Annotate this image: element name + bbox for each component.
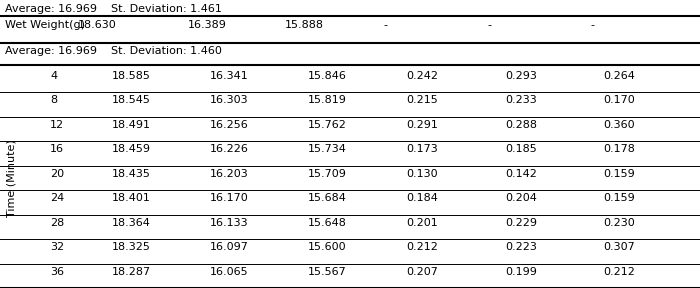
Text: 24: 24: [50, 193, 64, 203]
Text: 0.212: 0.212: [603, 267, 635, 276]
Text: Wet Weight(g): Wet Weight(g): [5, 20, 85, 30]
Text: 0.223: 0.223: [505, 242, 537, 252]
Text: 15.846: 15.846: [308, 71, 347, 81]
Text: 4: 4: [50, 71, 57, 81]
Text: 0.229: 0.229: [505, 218, 537, 228]
Text: 0.264: 0.264: [603, 71, 635, 81]
Text: 16.097: 16.097: [210, 242, 249, 252]
Text: 0.242: 0.242: [406, 71, 438, 81]
Text: 18.325: 18.325: [112, 242, 151, 252]
Text: 0.293: 0.293: [505, 71, 537, 81]
Text: 15.734: 15.734: [308, 144, 347, 154]
Text: 16.065: 16.065: [210, 267, 248, 276]
Text: 0.173: 0.173: [406, 144, 438, 154]
Text: 0.178: 0.178: [603, 144, 635, 154]
Text: 18.287: 18.287: [112, 267, 151, 276]
Text: 0.233: 0.233: [505, 95, 537, 105]
Text: 18.630: 18.630: [78, 20, 117, 30]
Text: 15.709: 15.709: [308, 169, 347, 179]
Text: 36: 36: [50, 267, 64, 276]
Text: 16.389: 16.389: [188, 20, 227, 30]
Text: 0.288: 0.288: [505, 120, 537, 130]
Text: 15.648: 15.648: [308, 218, 347, 228]
Text: Average: 16.969    St. Deviation: 1.461: Average: 16.969 St. Deviation: 1.461: [5, 4, 222, 14]
Text: 32: 32: [50, 242, 64, 252]
Text: 16: 16: [50, 144, 64, 154]
Text: 0.159: 0.159: [603, 193, 635, 203]
Text: 15.567: 15.567: [308, 267, 346, 276]
Text: 0.360: 0.360: [603, 120, 635, 130]
Text: 16.133: 16.133: [210, 218, 248, 228]
Text: 15.684: 15.684: [308, 193, 347, 203]
Text: 0.212: 0.212: [406, 242, 438, 252]
Text: 16.226: 16.226: [210, 144, 249, 154]
Text: 0.230: 0.230: [603, 218, 635, 228]
Text: 18.545: 18.545: [112, 95, 151, 105]
Text: 18.459: 18.459: [112, 144, 151, 154]
Text: -: -: [590, 20, 594, 30]
Text: 0.291: 0.291: [406, 120, 438, 130]
Text: 15.600: 15.600: [308, 242, 346, 252]
Text: 18.435: 18.435: [112, 169, 151, 179]
Text: 20: 20: [50, 169, 64, 179]
Text: 0.130: 0.130: [406, 169, 438, 179]
Text: 0.307: 0.307: [603, 242, 635, 252]
Text: 16.303: 16.303: [210, 95, 248, 105]
Text: 0.207: 0.207: [406, 267, 438, 276]
Text: 8: 8: [50, 95, 57, 105]
Text: 0.185: 0.185: [505, 144, 537, 154]
Text: 0.204: 0.204: [505, 193, 537, 203]
Text: 15.888: 15.888: [285, 20, 324, 30]
Text: -: -: [383, 20, 387, 30]
Text: 0.159: 0.159: [603, 169, 635, 179]
Text: 18.585: 18.585: [112, 71, 151, 81]
Text: Average: 16.969    St. Deviation: 1.460: Average: 16.969 St. Deviation: 1.460: [5, 46, 222, 56]
Text: 18.491: 18.491: [112, 120, 151, 130]
Text: 15.819: 15.819: [308, 95, 347, 105]
Text: 12: 12: [50, 120, 64, 130]
Text: 18.364: 18.364: [112, 218, 151, 228]
Text: 16.341: 16.341: [210, 71, 248, 81]
Text: 0.142: 0.142: [505, 169, 537, 179]
Text: 16.256: 16.256: [210, 120, 248, 130]
Text: Time (Minute): Time (Minute): [7, 139, 17, 217]
Text: -: -: [487, 20, 491, 30]
Text: 18.401: 18.401: [112, 193, 151, 203]
Text: 0.184: 0.184: [406, 193, 438, 203]
Text: 0.199: 0.199: [505, 267, 537, 276]
Text: 0.201: 0.201: [406, 218, 438, 228]
Text: 16.203: 16.203: [210, 169, 248, 179]
Text: 15.762: 15.762: [308, 120, 347, 130]
Text: 28: 28: [50, 218, 64, 228]
Text: 0.170: 0.170: [603, 95, 635, 105]
Text: 16.170: 16.170: [210, 193, 248, 203]
Text: 0.215: 0.215: [406, 95, 438, 105]
